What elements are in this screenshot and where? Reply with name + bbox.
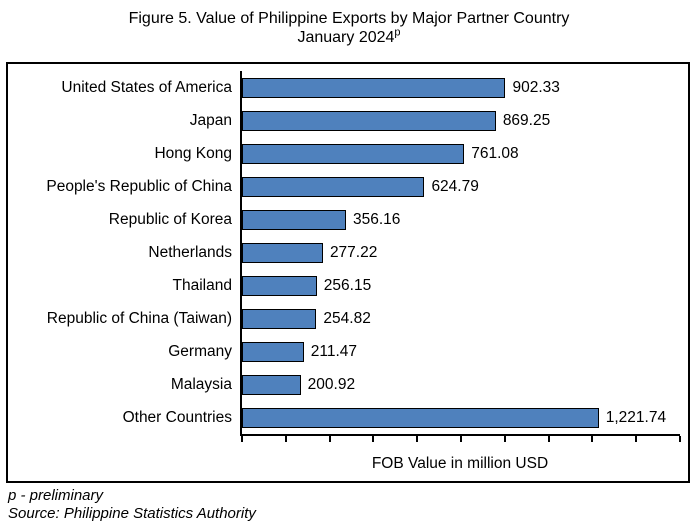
bar-row: 761.08 bbox=[242, 137, 680, 170]
category-label: Republic of China (Taiwan) bbox=[46, 309, 232, 327]
bar-row: 256.15 bbox=[242, 269, 680, 302]
preliminary-superscript: p bbox=[394, 26, 401, 39]
value-label: 624.79 bbox=[431, 177, 479, 195]
x-axis-ticks bbox=[241, 436, 681, 442]
bar-row: 211.47 bbox=[242, 335, 680, 368]
value-label: 277.22 bbox=[329, 243, 378, 261]
category-label: Thailand bbox=[172, 276, 232, 294]
value-label: 254.82 bbox=[323, 309, 371, 327]
chart-title-line1: Figure 5. Value of Philippine Exports by… bbox=[128, 10, 570, 27]
tick-mark bbox=[284, 436, 287, 442]
tick-mark bbox=[460, 436, 462, 442]
bar bbox=[242, 176, 425, 197]
value-label: 200.92 bbox=[307, 375, 356, 393]
chart-frame: United States of America Japan Hong Kong Pe… bbox=[6, 62, 690, 483]
tick-mark bbox=[372, 436, 375, 442]
bar bbox=[242, 209, 346, 230]
value-label: 211.47 bbox=[310, 342, 357, 360]
category-label: Republic of Korea bbox=[108, 210, 232, 228]
value-label: 356.16 bbox=[352, 210, 401, 228]
bar-row: 869.25 bbox=[242, 104, 680, 137]
bar-row: 356.16 bbox=[242, 203, 680, 236]
bar-row: 254.82 bbox=[242, 302, 680, 335]
tick-mark bbox=[328, 436, 331, 442]
footnote-preliminary: p - preliminary bbox=[8, 487, 104, 504]
footnotes: p - preliminary Source: Philippine Stati… bbox=[8, 487, 256, 523]
chart-title-period: January 2024 bbox=[297, 29, 395, 46]
bar bbox=[242, 341, 304, 362]
bar bbox=[242, 110, 496, 131]
chart-title: Figure 5. Value of Philippine Exports by… bbox=[0, 0, 698, 47]
tick-mark bbox=[635, 436, 638, 442]
value-label: 256.15 bbox=[323, 276, 372, 294]
bar bbox=[242, 374, 301, 395]
tick-mark bbox=[679, 436, 681, 442]
category-label: Netherlands bbox=[148, 243, 232, 261]
tick-mark bbox=[591, 436, 594, 442]
tick-mark bbox=[547, 436, 550, 442]
category-label: People's Republic of China bbox=[46, 177, 232, 195]
bar bbox=[242, 143, 465, 164]
category-label: Other Countries bbox=[122, 408, 232, 426]
bar-row: 902.33 bbox=[242, 71, 680, 104]
category-label: Hong Kong bbox=[154, 144, 232, 162]
category-label: Malaysia bbox=[170, 375, 232, 393]
bar-row: 1,221.74 bbox=[242, 401, 680, 434]
bar bbox=[242, 275, 317, 296]
tick-mark bbox=[416, 436, 419, 442]
bar-row: 277.22 bbox=[242, 236, 680, 269]
bar bbox=[242, 77, 506, 98]
footnote-source: Source: Philippine Statistics Authority bbox=[8, 505, 256, 522]
tick-mark bbox=[503, 436, 506, 442]
category-axis: United States of America Japan Hong Kong Pe… bbox=[8, 71, 240, 473]
plot-wrap: 902.33 869.25 761.08 624.79 356.16 277.22 256.… bbox=[240, 71, 681, 473]
category-label: United States of America bbox=[61, 78, 232, 96]
value-label: 761.08 bbox=[471, 144, 519, 162]
category-label: Germany bbox=[168, 342, 232, 360]
bar bbox=[242, 242, 323, 263]
chart-title-line2: January 2024p bbox=[0, 26, 698, 47]
value-label: 869.25 bbox=[502, 111, 551, 129]
bar-row: 624.79 bbox=[242, 170, 680, 203]
category-label: Japan bbox=[189, 111, 232, 129]
plot-area: 902.33 869.25 761.08 624.79 356.16 277.22 256.… bbox=[240, 71, 680, 436]
bar bbox=[242, 407, 599, 428]
chart-body: United States of America Japan Hong Kong Pe… bbox=[8, 64, 688, 473]
tick-mark bbox=[241, 436, 243, 442]
x-axis-label: FOB Value in million USD bbox=[371, 455, 549, 472]
value-label: 902.33 bbox=[512, 78, 560, 96]
bar bbox=[242, 308, 317, 329]
value-label: 1,221.74 bbox=[605, 408, 667, 426]
bar-row: 200.92 bbox=[242, 368, 680, 401]
